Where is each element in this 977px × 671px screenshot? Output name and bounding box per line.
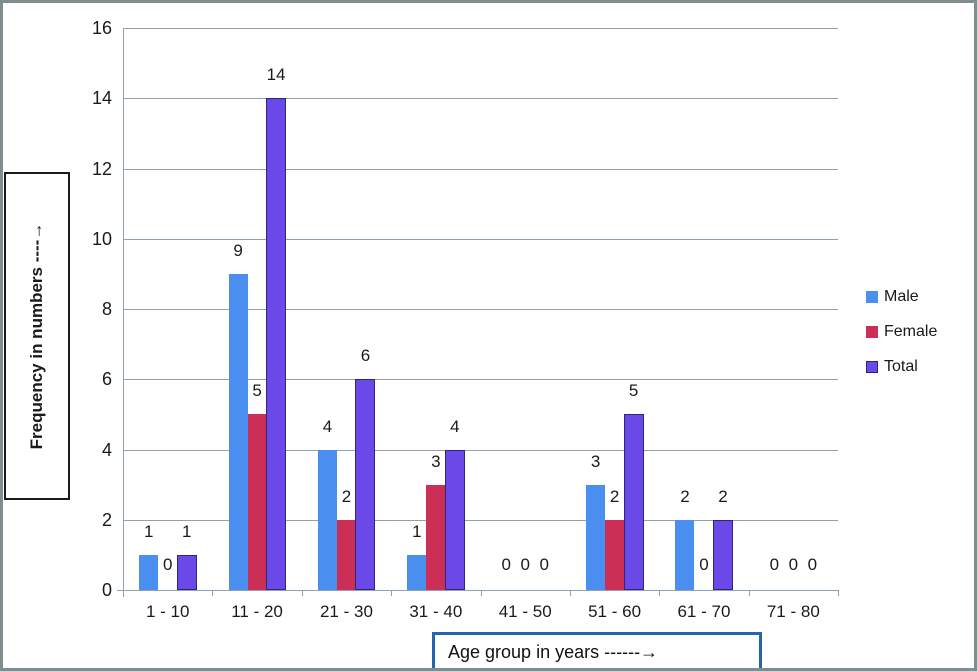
value-label: 14	[266, 65, 286, 85]
bar-female-1	[247, 414, 267, 590]
y-axis-title: Frequency in numbers ----→	[27, 222, 46, 450]
x-axis-tick	[569, 591, 571, 596]
x-axis-tick	[838, 591, 839, 596]
x-axis-tick	[659, 591, 661, 596]
x-axis-tick	[391, 591, 393, 596]
value-label: 0	[788, 555, 799, 574]
value-label: 0	[162, 555, 173, 574]
value-label: 1	[181, 521, 192, 541]
legend-swatch-total	[866, 361, 878, 373]
y-tick-label: 0	[101, 580, 112, 600]
y-tick-label: 14	[91, 88, 112, 109]
category-label: 41 - 50	[498, 602, 552, 621]
bar-male-3	[407, 554, 427, 590]
y-tick-label: 2	[101, 509, 112, 530]
value-label: 3	[431, 451, 441, 471]
x-axis-tick	[212, 591, 214, 596]
legend-label-male: Male	[884, 288, 919, 305]
gridline	[123, 238, 838, 240]
value-label: 0	[539, 555, 549, 574]
gridline	[123, 28, 838, 29]
legend-item-male: Male	[866, 288, 937, 306]
y-tick-label: 4	[101, 439, 112, 460]
y-axis-title-box: Frequency in numbers ----→	[4, 172, 70, 500]
category-label: 31 - 40	[409, 602, 463, 621]
value-label: 0	[769, 555, 780, 574]
gridline	[123, 519, 838, 521]
x-axis-title: Age group in years ------→	[448, 642, 659, 662]
bar-male-2	[317, 449, 337, 590]
value-label: 0	[501, 555, 511, 574]
category-label: 51 - 60	[588, 602, 642, 621]
value-label: 4	[450, 416, 460, 436]
category-label: 11 - 20	[231, 602, 283, 621]
y-tick-label: 12	[91, 158, 112, 179]
legend-label-total: Total	[884, 358, 918, 375]
bar-male-5	[586, 484, 606, 590]
x-axis-tick	[748, 591, 750, 596]
bar-male-1	[228, 273, 248, 590]
legend-item-female: Female	[866, 323, 937, 341]
gridline	[123, 309, 838, 310]
x-axis-title-box: Age group in years ------→	[432, 632, 762, 668]
legend-swatch-female	[866, 326, 878, 338]
legend: Male Female Total	[866, 288, 937, 393]
legend-label-female: Female	[884, 323, 938, 340]
value-label: 5	[252, 381, 262, 401]
bar-male-0	[139, 554, 159, 590]
x-axis-tick	[301, 591, 303, 596]
value-label: 1	[412, 521, 422, 541]
y-tick-label: 8	[101, 299, 112, 319]
category-label: 61 - 70	[677, 602, 731, 621]
category-label: 21 - 30	[319, 602, 373, 621]
bar-total-6	[712, 519, 733, 590]
bar-total-3	[444, 449, 465, 590]
value-label: 2	[609, 486, 620, 506]
gridline	[123, 379, 838, 381]
gridline	[123, 98, 838, 100]
value-label: 0	[520, 555, 530, 574]
value-label: 4	[322, 416, 333, 436]
x-axis-tick	[480, 591, 482, 596]
value-label: 3	[590, 451, 601, 471]
value-label: 2	[718, 486, 728, 506]
y-axis-line	[123, 28, 124, 597]
bar-total-5	[623, 414, 644, 590]
category-label: 71 - 80	[766, 602, 820, 621]
legend-item-total: Total	[866, 358, 937, 376]
gridline	[123, 168, 838, 170]
bar-female-3	[426, 484, 446, 590]
value-label: 6	[360, 346, 371, 366]
bar-female-2	[336, 519, 356, 590]
value-label: 0	[699, 555, 709, 574]
value-label: 2	[680, 486, 690, 506]
legend-swatch-male	[866, 291, 878, 303]
value-label: 9	[233, 240, 243, 260]
value-label: 1	[143, 521, 154, 541]
bar-male-6	[675, 519, 695, 590]
value-label: 0	[807, 555, 818, 574]
value-label: 2	[341, 486, 352, 506]
bar-total-0	[176, 554, 197, 590]
gridline	[123, 449, 838, 451]
plot-area: 0 2 4 6 8 10 12 14 16 1 0 1 1 - 10 9 5 14 11 - 20 4 2 6 21 -…	[3, 3, 974, 668]
category-label: 1 - 10	[145, 602, 190, 621]
bar-total-1	[266, 98, 287, 590]
bar-total-2	[355, 379, 376, 590]
value-label: 5	[628, 381, 639, 401]
y-tick-label: 10	[91, 228, 112, 249]
x-axis-line	[117, 590, 839, 591]
x-axis-tick	[123, 591, 124, 596]
y-tick-label: 6	[101, 369, 112, 390]
bar-female-5	[605, 519, 625, 590]
y-tick-label: 16	[91, 18, 112, 38]
